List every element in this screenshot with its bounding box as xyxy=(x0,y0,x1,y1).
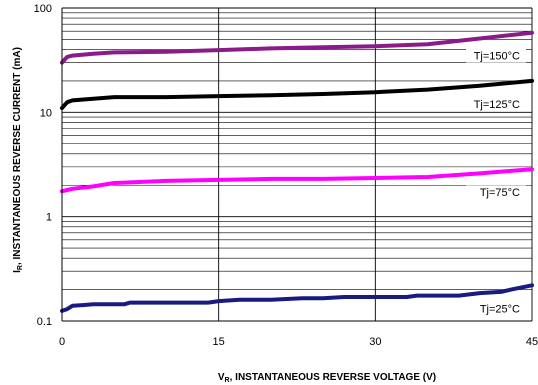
series-label: Tj=125°C xyxy=(474,99,520,111)
grid xyxy=(61,7,533,322)
series-label-bg xyxy=(466,96,526,111)
series-line xyxy=(60,78,534,110)
tick-labels: 0.1 1 10 100 0 15 30 45 xyxy=(34,3,538,348)
series-label: Tj=75°C xyxy=(480,187,520,199)
x-tick-label: 45 xyxy=(526,336,538,348)
x-axis-label: VR, INSTANTANEOUS REVERSE VOLTAGE (V) xyxy=(218,372,436,384)
axes xyxy=(61,8,532,322)
series-label-bg xyxy=(466,301,526,316)
series-label: Tj=150°C xyxy=(474,51,520,63)
series-label: Tj=25°C xyxy=(480,303,520,315)
y-tick-label: 100 xyxy=(34,3,52,15)
y-axis-label: IR, INSTANTANEOUS REVERSE CURRENT (mA) xyxy=(12,47,24,273)
y-tick-label: 1 xyxy=(46,212,52,224)
series-labels: Tj=150°C Tj=125°C Tj=75°C Tj=25°C xyxy=(466,48,526,316)
series-line xyxy=(60,167,534,194)
series-label-bg xyxy=(466,48,526,63)
y-tick-label: 10 xyxy=(40,107,52,119)
y-tick-label: 0.1 xyxy=(37,316,52,328)
series-line xyxy=(60,283,534,313)
series-lines xyxy=(60,30,534,313)
x-tick-label: 0 xyxy=(59,336,65,348)
x-tick-label: 15 xyxy=(213,336,225,348)
x-tick-label: 30 xyxy=(369,336,381,348)
series-label-bg xyxy=(466,185,526,200)
series-line xyxy=(60,30,534,65)
